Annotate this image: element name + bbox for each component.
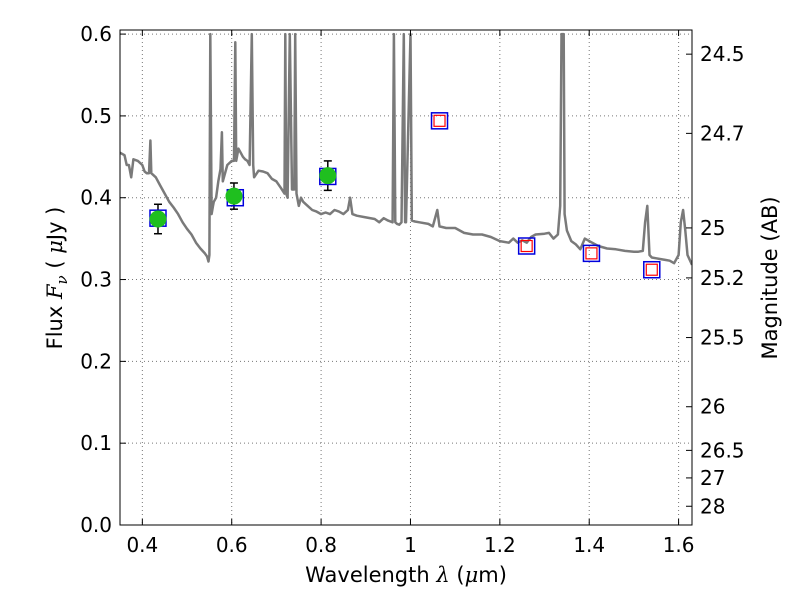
model-photometry-box xyxy=(430,112,449,130)
y2-tick-label: 28 xyxy=(700,494,725,518)
plot-series xyxy=(120,32,692,279)
model-photometry-box xyxy=(517,237,536,255)
y2-tick-label: 25 xyxy=(700,216,725,240)
model-photometry-box xyxy=(643,260,661,279)
upper-limit-box xyxy=(585,247,598,260)
y2-tick-label: 26 xyxy=(700,395,725,419)
y-tick-label: 0.5 xyxy=(80,104,112,128)
x-tick-label: 0.8 xyxy=(305,533,337,557)
y2-tick-label: 27 xyxy=(700,466,725,490)
upper-limit-box xyxy=(645,263,658,276)
y-axis-title: Flux Fν ( μJy ) xyxy=(43,207,71,350)
y2-tick-label: 26.5 xyxy=(700,438,745,462)
observed-point xyxy=(225,187,243,205)
x-tick-label: 1.2 xyxy=(484,533,516,557)
y2-tick-label: 25.2 xyxy=(700,266,745,290)
x-tick-label: 1.6 xyxy=(663,533,695,557)
y2-tick-label: 24.5 xyxy=(700,42,745,66)
x-axis-title: Wavelength λ (μm) xyxy=(305,563,507,587)
plot-background xyxy=(120,30,692,525)
x-tick-label: 1 xyxy=(404,533,417,557)
x-tick-label: 0.6 xyxy=(216,533,248,557)
observed-point xyxy=(149,210,167,228)
upper-limit-box xyxy=(433,114,446,127)
y-tick-label: 0.3 xyxy=(80,268,112,292)
y2-tick-label: 25.5 xyxy=(700,326,745,350)
y-tick-label: 0.1 xyxy=(80,431,112,455)
y2-axis-title: Magnitude (AB) xyxy=(758,196,782,359)
x-tick-label: 0.4 xyxy=(126,533,158,557)
axis-ticks: 0.4 0.6 0.8 1 1.2 1.4 1.6 0.0 0.1 0.2 0.3 0.4 0.5 0.6… xyxy=(80,22,744,557)
y2-tick-label: 24.7 xyxy=(700,121,745,145)
y-tick-label: 0.6 xyxy=(80,22,112,46)
model-spectrum-line xyxy=(120,32,692,266)
y-tick-label: 0.0 xyxy=(80,513,112,537)
x-tick-label: 1.4 xyxy=(573,533,605,557)
upper-limit-box xyxy=(520,239,533,253)
y-tick-label: 0.4 xyxy=(80,186,112,210)
y-tick-label: 0.2 xyxy=(80,349,112,373)
model-photometry-box xyxy=(582,244,601,263)
observed-point xyxy=(319,167,337,185)
